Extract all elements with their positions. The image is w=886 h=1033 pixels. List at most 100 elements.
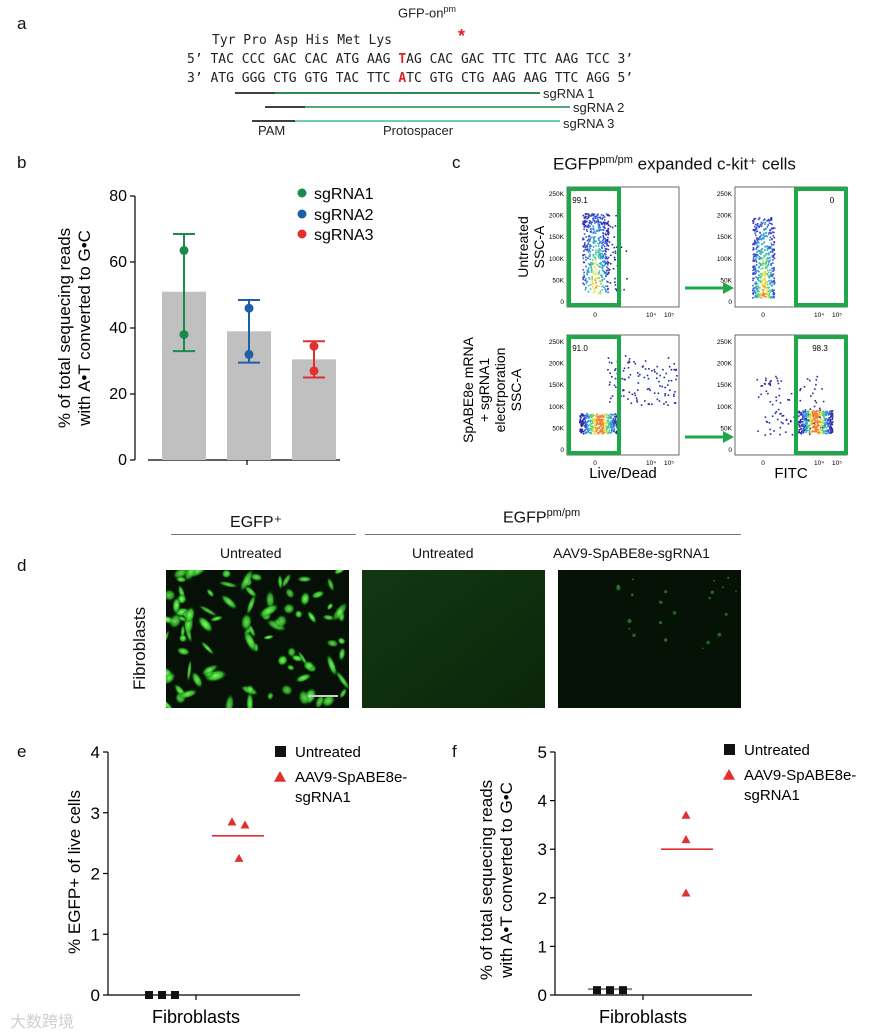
flow-y-tick: 50K bbox=[552, 425, 564, 432]
flow-event bbox=[770, 242, 772, 245]
flow-event bbox=[816, 419, 819, 421]
flow-event bbox=[656, 372, 658, 375]
flow-event bbox=[769, 275, 771, 278]
point-untreated bbox=[606, 986, 614, 995]
flow-event bbox=[763, 254, 765, 257]
flow-event bbox=[822, 412, 824, 415]
flow-event bbox=[602, 415, 604, 418]
flow-event bbox=[799, 389, 801, 392]
flow-event bbox=[767, 271, 770, 274]
flow-event bbox=[764, 223, 766, 225]
x-label-fitc: FITC bbox=[774, 465, 807, 482]
flow-event bbox=[825, 430, 827, 433]
flow-event bbox=[643, 400, 646, 402]
flow-event bbox=[603, 415, 605, 418]
flow-event bbox=[769, 257, 771, 259]
flow-event bbox=[755, 230, 758, 233]
flow-event bbox=[600, 274, 603, 277]
flow-event bbox=[759, 292, 761, 295]
flow-event bbox=[601, 421, 604, 423]
flow-event bbox=[614, 284, 617, 286]
flow-event bbox=[820, 427, 823, 430]
flow-event bbox=[584, 423, 587, 426]
flow-event bbox=[601, 428, 604, 431]
micrograph-pmpm-aav9 bbox=[558, 570, 741, 708]
flow-event bbox=[594, 420, 596, 422]
flow-event bbox=[597, 249, 599, 252]
cell bbox=[166, 672, 176, 685]
point-treated bbox=[681, 888, 691, 897]
flow-event bbox=[754, 282, 756, 285]
flow-event bbox=[816, 431, 819, 434]
flow-event bbox=[831, 428, 834, 431]
flow-event bbox=[598, 227, 600, 229]
flow-event bbox=[763, 284, 766, 287]
flow-event bbox=[588, 234, 591, 237]
flow-event bbox=[772, 262, 774, 264]
flow-event bbox=[828, 429, 830, 431]
flow-event bbox=[765, 296, 767, 298]
flow-event bbox=[759, 280, 761, 283]
flow-event bbox=[762, 259, 765, 262]
flow-event bbox=[812, 426, 815, 429]
flow-event bbox=[798, 431, 800, 434]
flow-event bbox=[806, 410, 808, 413]
flow-event bbox=[653, 392, 656, 394]
flow-event bbox=[601, 222, 604, 224]
flow-event bbox=[593, 256, 596, 259]
faint-cell bbox=[628, 627, 631, 630]
flow-event bbox=[605, 427, 608, 430]
flow-event bbox=[590, 266, 593, 269]
flow-event bbox=[829, 410, 832, 413]
flow-event bbox=[583, 253, 586, 256]
flow-event bbox=[771, 288, 774, 291]
flow-event bbox=[582, 257, 585, 260]
flow-event bbox=[602, 217, 604, 219]
flow-event bbox=[602, 221, 605, 224]
flow-event bbox=[607, 236, 609, 239]
flow-event bbox=[776, 377, 778, 380]
flow-event bbox=[767, 296, 770, 299]
flow-event bbox=[610, 428, 613, 431]
flow-event bbox=[808, 414, 811, 416]
flow-event bbox=[591, 214, 594, 217]
flow-event bbox=[600, 214, 603, 216]
flow-event bbox=[764, 434, 767, 436]
flow-event bbox=[823, 426, 826, 429]
flow-event bbox=[773, 236, 776, 239]
flow-event bbox=[773, 296, 776, 299]
gate-0 bbox=[567, 187, 621, 307]
flow-event bbox=[753, 253, 756, 255]
faint-cell bbox=[664, 590, 668, 594]
flow-event bbox=[605, 289, 607, 292]
flow-event bbox=[769, 291, 772, 293]
flow-event bbox=[802, 432, 805, 434]
flow-event bbox=[830, 412, 833, 415]
flow-event bbox=[753, 271, 755, 274]
flow-event bbox=[599, 229, 601, 231]
flow-event bbox=[753, 265, 756, 268]
flow-event bbox=[779, 433, 781, 436]
flow-event bbox=[771, 250, 774, 252]
row-label-treated-line: electrporation bbox=[492, 348, 508, 433]
flow-event bbox=[801, 418, 803, 421]
flow-event bbox=[606, 263, 609, 266]
flow-event bbox=[592, 253, 595, 256]
panel-letter-c: c bbox=[452, 153, 461, 172]
faint-cell bbox=[663, 638, 668, 642]
flow-event bbox=[824, 413, 827, 415]
flow-event bbox=[582, 276, 584, 279]
flow-event bbox=[766, 260, 769, 262]
flow-event bbox=[584, 219, 586, 222]
flow-event bbox=[615, 425, 618, 427]
flow-event bbox=[769, 245, 772, 248]
flow-event bbox=[586, 257, 589, 260]
condition-untreated-2: Untreated bbox=[412, 545, 474, 561]
flow-event bbox=[611, 226, 614, 229]
flow-event bbox=[586, 239, 589, 242]
flow-event bbox=[755, 281, 757, 283]
flow-event bbox=[818, 424, 820, 427]
flow-event bbox=[755, 259, 757, 262]
watermark: 大数跨境 bbox=[10, 1014, 75, 1031]
flow-event bbox=[755, 276, 757, 278]
